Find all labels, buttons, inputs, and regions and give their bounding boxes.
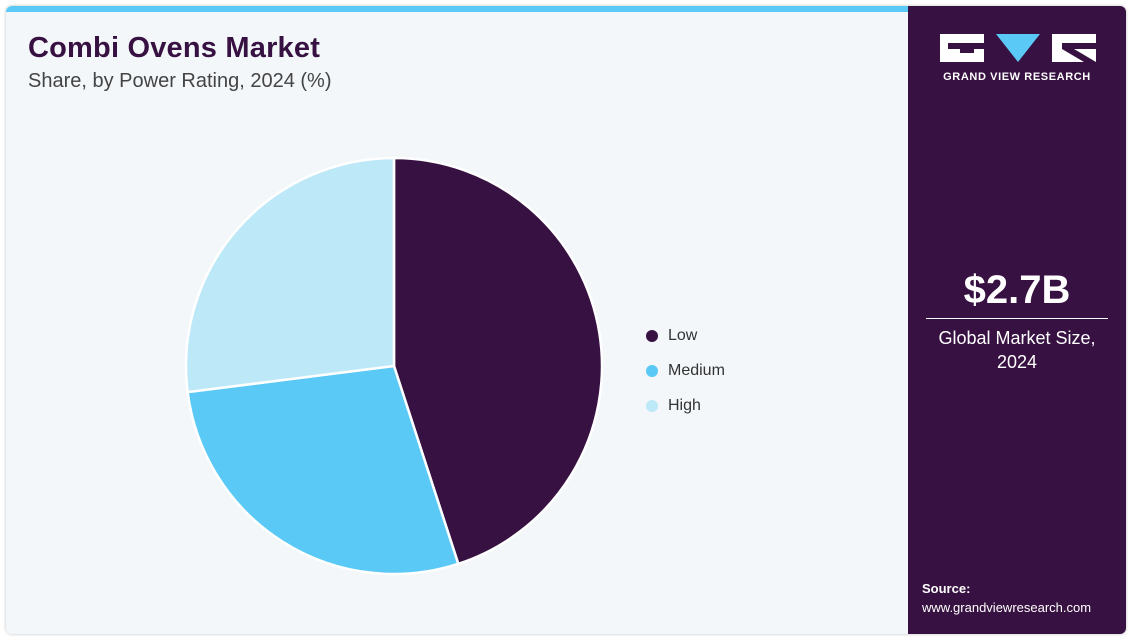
market-size-label: Global Market Size, 2024 xyxy=(938,328,1096,372)
chart-subtitle: Share, by Power Rating, 2024 (%) xyxy=(28,70,332,92)
legend-swatch xyxy=(646,399,658,412)
legend-swatch xyxy=(646,329,658,342)
chart-legend: Low Medium High xyxy=(646,318,725,423)
legend-item-high: High xyxy=(646,388,725,423)
pie-chart xyxy=(184,156,604,576)
company-logo xyxy=(940,34,1096,62)
pie-slice-medium xyxy=(186,364,460,576)
summary-sidebar: GRAND VIEW RESEARCH $2.7B Global Market … xyxy=(908,6,1126,634)
legend-label: Low xyxy=(668,326,698,344)
report-card: Combi Ovens Market Share, by Power Ratin… xyxy=(6,6,1126,634)
legend-item-medium: Medium xyxy=(646,353,725,388)
source-link[interactable]: www.grandviewresearch.com xyxy=(922,600,1092,615)
pie-slice-high xyxy=(184,156,396,394)
legend-label: Medium xyxy=(668,361,725,379)
brand-name: GRAND VIEW RESEARCH xyxy=(943,71,1091,83)
chart-panel: Combi Ovens Market Share, by Power Ratin… xyxy=(6,6,908,634)
pie-slice-low xyxy=(392,156,604,566)
legend-item-low: Low xyxy=(646,318,725,353)
legend-label: High xyxy=(668,396,701,414)
source-label: Source: xyxy=(922,581,971,596)
chart-title: Combi Ovens Market xyxy=(28,32,321,64)
divider xyxy=(926,318,1108,319)
market-size-value: $2.7B xyxy=(963,268,1071,312)
legend-swatch xyxy=(646,364,658,377)
accent-bar xyxy=(6,6,908,12)
